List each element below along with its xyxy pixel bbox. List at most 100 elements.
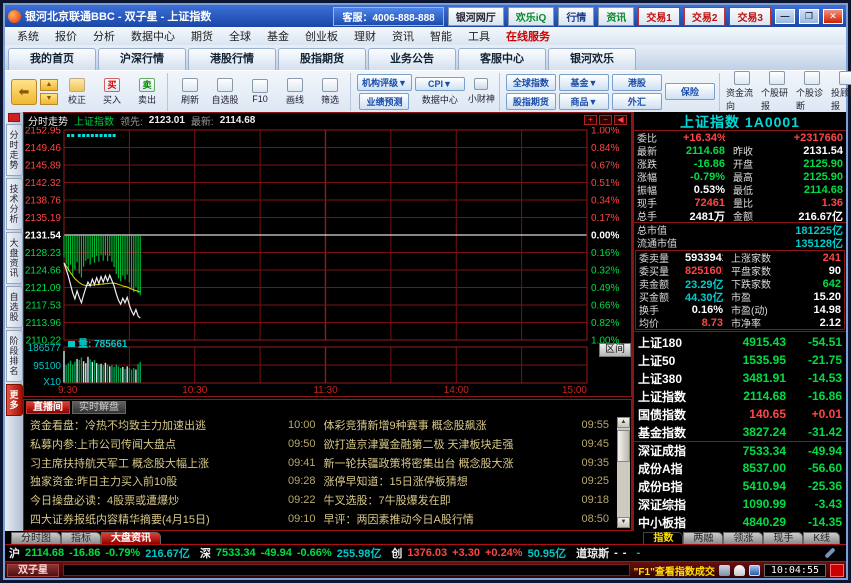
back-arrow-button[interactable]: ⬅: [11, 78, 37, 105]
tab-market-news[interactable]: 大盘资讯: [101, 532, 161, 544]
cpi-dropdown[interactable]: CPI▼: [414, 77, 465, 91]
index-row[interactable]: 成份B指 5410.94 -25.36: [638, 479, 842, 494]
market-summary[interactable]: 深 7533.34 -49.94 -0.66% 255.98亿: [199, 547, 382, 560]
toolbar-tool-button[interactable]: F10: [244, 79, 276, 104]
close-button[interactable]: ✕: [823, 8, 843, 24]
news-item[interactable]: 新一轮扶疆政策将密集出台 概念股大涨 09:35: [323, 456, 610, 470]
index-row[interactable]: 基金指数 3827.24 -31.42: [638, 425, 842, 440]
zoom-in-icon[interactable]: +: [584, 115, 597, 125]
menu-item[interactable]: 理财: [354, 31, 376, 43]
zoom-out-icon[interactable]: −: [599, 115, 612, 125]
index-row[interactable]: 上证指数 2114.68 -16.86: [638, 389, 842, 404]
menu-item[interactable]: 数据中心: [131, 31, 175, 43]
index-row[interactable]: 深证成指 7533.34 -49.94: [634, 441, 846, 459]
bell-icon[interactable]: [733, 564, 745, 576]
tab-margin[interactable]: 两融: [683, 532, 724, 544]
monitor-icon[interactable]: [748, 564, 760, 576]
tab-indicator[interactable]: 指标: [61, 532, 101, 544]
tab-intraday[interactable]: 分时图: [11, 532, 61, 544]
market-summary[interactable]: 沪 2114.68 -16.86 -0.79% 216.67亿: [9, 547, 190, 560]
menu-item[interactable]: 基金: [267, 31, 289, 43]
menu-item[interactable]: 报价: [55, 31, 77, 43]
index-row[interactable]: 上证180 4915.43 -54.51: [638, 335, 842, 350]
trade3-button[interactable]: 交易3: [729, 6, 771, 26]
left-vertical-tab[interactable]: 自选股: [5, 286, 23, 328]
news-scrollbar[interactable]: ▲ ▼: [617, 417, 630, 528]
tab-leaders[interactable]: 领涨: [723, 532, 764, 544]
toolbar-tool-button[interactable]: 画线: [279, 77, 311, 106]
news-item[interactable]: 独家资金:昨日主力买入前10股 09:28: [30, 475, 316, 489]
news-item[interactable]: 欲打造京津冀金融第二极 天津板块走强 09:45: [323, 437, 610, 451]
news-item[interactable]: 体彩竞猜新增9种赛事 概念股飙涨 09:55: [323, 419, 610, 433]
page-tab[interactable]: 我的首页: [8, 48, 96, 70]
toolbar-tool-button[interactable]: 筛选: [314, 77, 346, 106]
portal-button[interactable]: 银河网厅: [447, 6, 504, 26]
intraday-chart-svg[interactable]: 2152.95 1.00% 2149.46 0.84% 2145.89 0.67% 2142…: [24, 126, 631, 397]
hk-stock-button[interactable]: 港股: [611, 73, 662, 91]
page-tab[interactable]: 业务公告: [368, 48, 456, 70]
earnings-forecast-button[interactable]: 业绩预测: [359, 92, 410, 110]
rating-dropdown[interactable]: 机构评级▼: [357, 73, 412, 91]
up-arrow-button[interactable]: ▲: [40, 78, 58, 91]
market-summary[interactable]: 道琼斯 - - -: [576, 547, 641, 560]
market-summary[interactable]: 创 1376.03 +3.30 +0.24% 50.95亿: [391, 547, 567, 560]
left-vertical-tab[interactable]: 分时走势: [5, 124, 23, 176]
menu-item[interactable]: 在线服务: [506, 31, 550, 43]
left-vertical-tab[interactable]: 技术分析: [5, 178, 23, 230]
toolbar-tool-button[interactable]: 自选股: [209, 77, 241, 106]
sell-button[interactable]: 卖卖出: [137, 77, 156, 105]
news-item[interactable]: 习主席扶持航天军工 概念股大幅上涨 09:41: [30, 456, 316, 470]
down-arrow-button[interactable]: ▼: [40, 92, 58, 105]
scroll-down-icon[interactable]: ▼: [617, 517, 630, 528]
news-item[interactable]: 资金看盘：冷热不均致主力加速出逃 10:00: [30, 419, 316, 433]
shield-icon[interactable]: [718, 564, 730, 576]
index-row[interactable]: 深证综指 1090.99 -3.43: [638, 497, 842, 512]
news-tab-realtime[interactable]: 实时解盘: [72, 401, 126, 414]
tab-turnover[interactable]: 现手: [763, 532, 804, 544]
news-item[interactable]: 今日操盘必读：4股票或遭爆炒 09:22: [30, 493, 316, 507]
menu-item[interactable]: 全球: [229, 31, 251, 43]
global-index-button[interactable]: 全球指数: [505, 73, 556, 91]
toolbar-analysis-button[interactable]: 个股诊断: [796, 71, 828, 112]
insurance-button[interactable]: 保险: [664, 83, 715, 100]
app-name-badge[interactable]: 双子星: [7, 563, 59, 577]
left-vertical-tab[interactable]: 阶段排名: [5, 330, 23, 382]
left-vertical-tab[interactable]: 更多: [5, 384, 23, 416]
tab-kline[interactable]: K线: [803, 532, 840, 544]
minimize-button[interactable]: —: [775, 8, 795, 24]
correct-button[interactable]: 校正: [61, 77, 93, 106]
news-item[interactable]: 四大证券报纸内容精华摘要(4月15日) 09:10: [30, 512, 316, 526]
news-item[interactable]: 早评：两因素推动今日A股行情 08:50: [323, 512, 610, 526]
toolbar-analysis-button[interactable]: 资金流向: [726, 71, 758, 112]
page-tab[interactable]: 港股行情: [188, 48, 276, 70]
menu-item[interactable]: 工具: [468, 31, 490, 43]
news-item[interactable]: 私募内参:上市公司传闻大盘点 09:50: [30, 437, 316, 451]
range-button[interactable]: 区间: [599, 343, 631, 357]
forex-button[interactable]: 外汇: [611, 92, 662, 110]
im-button[interactable]: 欢乐iQ: [507, 6, 555, 26]
page-tab[interactable]: 银河欢乐: [548, 48, 636, 70]
page-tab[interactable]: 客服中心: [458, 48, 546, 70]
page-tab[interactable]: 沪深行情: [98, 48, 186, 70]
settings-wrench-icon[interactable]: [824, 547, 836, 559]
toolbar-analysis-button[interactable]: 个股研报: [761, 71, 793, 112]
index-futures-button[interactable]: 股指期货: [505, 92, 556, 110]
left-vertical-tab[interactable]: 大盘资讯: [5, 232, 23, 284]
index-row[interactable]: 中小板指 4840.29 -14.35: [638, 515, 842, 530]
menu-item[interactable]: 系统: [17, 31, 39, 43]
toolbar-tool-button[interactable]: 刷新: [174, 77, 206, 106]
news-button[interactable]: 资讯: [598, 6, 635, 26]
toolbar-analysis-button[interactable]: 投顾播报: [831, 71, 851, 112]
news-item[interactable]: 涨停早知道：15日涨停板猜想 09:25: [323, 475, 610, 489]
menu-item[interactable]: 资讯: [392, 31, 414, 43]
index-row[interactable]: 成份A指 8537.00 -56.60: [638, 461, 842, 476]
index-row[interactable]: 上证50 1535.95 -21.75: [638, 353, 842, 368]
index-row[interactable]: 国债指数 140.65 +0.01: [638, 407, 842, 422]
menu-item[interactable]: 分析: [93, 31, 115, 43]
menu-item[interactable]: 期货: [191, 31, 213, 43]
fund-dropdown[interactable]: 基金▼: [558, 73, 609, 91]
page-tab[interactable]: 股指期货: [278, 48, 366, 70]
trade2-button[interactable]: 交易2: [683, 6, 726, 26]
wealth-label[interactable]: 小财神: [467, 94, 495, 104]
data-center-label[interactable]: 数据中心: [421, 95, 458, 105]
